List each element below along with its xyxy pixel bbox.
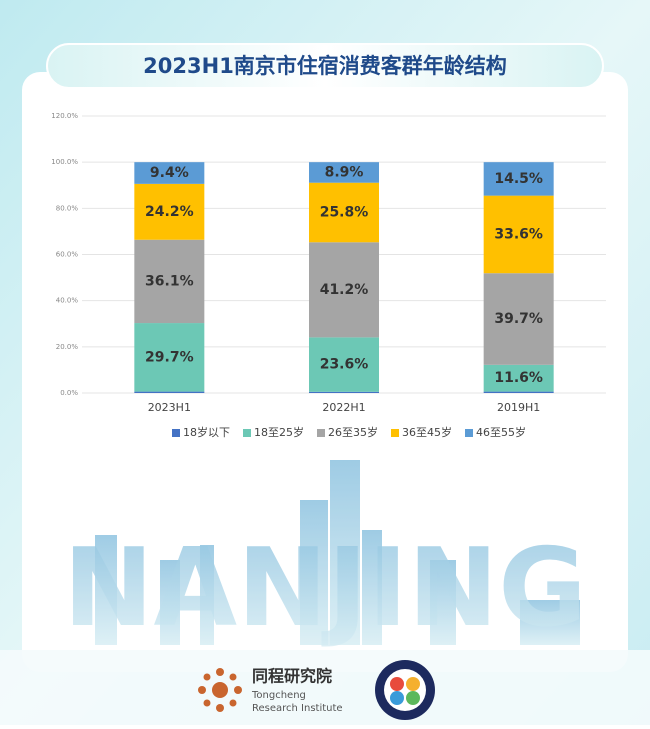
legend-swatch xyxy=(465,429,473,437)
city-text: NANJING xyxy=(63,526,587,651)
title-banner xyxy=(46,43,604,89)
bar-segment xyxy=(483,273,554,365)
y-tick-label: 40.0% xyxy=(56,297,79,305)
footer-band xyxy=(0,650,650,725)
y-tick-label: 20.0% xyxy=(56,343,79,351)
data-label: 25.8% xyxy=(320,204,369,220)
bar-segment xyxy=(309,337,379,392)
legend-swatch xyxy=(391,429,399,437)
data-label: 8.9% xyxy=(325,164,364,180)
legend-label: 18至25岁 xyxy=(254,425,304,439)
data-label: 29.7% xyxy=(145,349,194,365)
y-tick-label: 120.0% xyxy=(51,112,78,120)
bar-segment xyxy=(134,239,205,324)
org-logo xyxy=(198,668,242,712)
data-label: 36.1% xyxy=(145,273,194,289)
legend-label: 36至45岁 xyxy=(402,425,452,439)
data-label: 14.5% xyxy=(494,171,543,187)
x-tick-label: 2023H1 xyxy=(148,401,191,414)
legend-swatch xyxy=(172,429,180,437)
data-label: 9.4% xyxy=(150,165,189,181)
data-label: 11.6% xyxy=(494,370,543,386)
data-label: 23.6% xyxy=(320,357,369,373)
bar-segment xyxy=(134,323,205,392)
bar-segment xyxy=(483,364,554,392)
legend-label: 18岁以下 xyxy=(183,425,230,439)
data-label: 39.7% xyxy=(494,311,543,327)
x-tick-label: 2022H1 xyxy=(322,401,365,414)
bar-segment xyxy=(134,391,205,393)
data-label: 41.2% xyxy=(320,282,369,298)
data-label: 24.2% xyxy=(145,204,194,220)
legend-swatch xyxy=(317,429,325,437)
partner-logo xyxy=(375,660,435,720)
bar-segment xyxy=(483,162,554,196)
bar-segment xyxy=(134,183,205,240)
bar-segment xyxy=(309,182,379,243)
skyline xyxy=(95,460,580,645)
data-label: 33.6% xyxy=(494,226,543,242)
y-tick-label: 80.0% xyxy=(56,204,79,212)
y-tick-label: 0.0% xyxy=(60,389,78,397)
org-name: 同程研究院 xyxy=(252,667,332,686)
y-tick-label: 100.0% xyxy=(51,158,78,166)
bar-segment xyxy=(309,242,379,338)
legend-swatch xyxy=(243,429,251,437)
org-en: Tongcheng xyxy=(251,690,306,701)
bar-segment xyxy=(309,391,379,393)
bar-segment xyxy=(483,195,554,274)
x-tick-label: 2019H1 xyxy=(497,401,540,414)
bar-segment xyxy=(309,162,379,183)
chart-title: 2023H1南京市住宿消费客群年龄结构 xyxy=(143,54,507,78)
legend-label: 26至35岁 xyxy=(328,425,378,439)
y-tick-label: 60.0% xyxy=(56,251,79,259)
bar-segment xyxy=(483,391,554,393)
bar-segment xyxy=(134,162,205,184)
org-en: Research Institute xyxy=(252,703,343,714)
legend-label: 46至55岁 xyxy=(476,425,526,439)
